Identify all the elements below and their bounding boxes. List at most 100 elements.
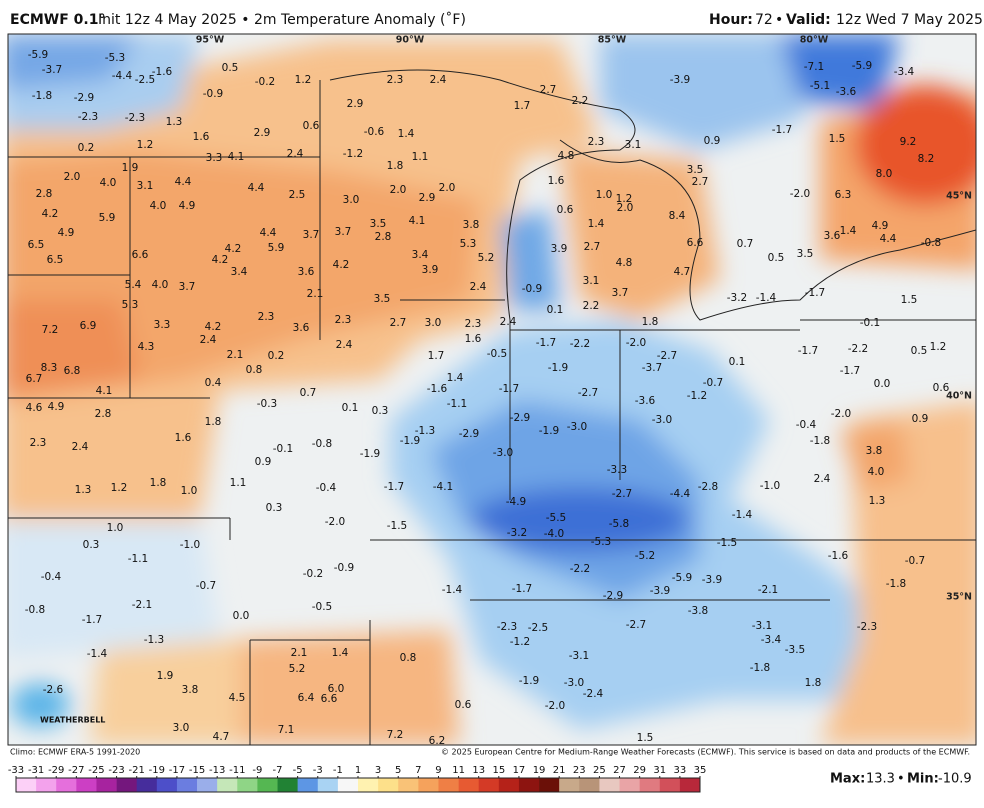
valid: 12z Wed 7 May 2025 [836,12,983,28]
max-value: 13.3 [866,772,895,787]
point-value: 1.4 [840,225,857,237]
latitude-label: 35°N [946,592,972,603]
point-value: 4.3 [138,341,155,353]
point-value: -1.7 [772,124,793,136]
point-value: -1.6 [152,66,173,78]
point-value: -0.8 [25,604,46,616]
point-value: 1.5 [901,294,918,306]
point-value: -5.9 [28,49,49,61]
point-value: 3.3 [154,319,171,331]
point-value: -1.8 [886,578,907,590]
point-value: -1.7 [536,337,557,349]
colorbar-tick-label: -31 [28,765,44,776]
point-value: 3.6 [298,266,315,278]
point-value: 2.3 [387,74,404,86]
point-value: 3.1 [625,139,642,151]
colorbar-tick-label: 11 [452,765,465,776]
point-value: 2.8 [375,231,392,243]
colorbar-swatch [317,778,339,792]
point-value: -2.0 [325,516,346,528]
point-value: -1.3 [144,634,165,646]
point-value: 4.9 [179,200,196,212]
point-value: -1.5 [387,520,408,532]
colorbar-tick-label: 17 [513,765,526,776]
point-value: -1.9 [400,435,421,447]
point-value: 3.7 [335,226,352,238]
point-value: -2.9 [459,428,480,440]
point-value: -0.7 [196,580,217,592]
colorbar-swatch [76,778,97,792]
point-value: 6.6 [321,693,338,705]
point-value: -2.3 [78,111,99,123]
point-value: -0.5 [487,348,508,360]
point-value: 4.9 [872,220,889,232]
point-value: -2.7 [657,350,678,362]
point-value: 0.9 [704,135,721,147]
colorbar-swatch [599,778,620,792]
point-value: -3.9 [670,74,691,86]
point-value: 4.0 [868,466,885,478]
colorbar-swatch [156,778,178,792]
point-value: -4.9 [506,496,527,508]
point-value: 1.4 [447,372,464,384]
point-value: -3.0 [493,447,514,459]
point-value: 1.0 [181,485,198,497]
point-value: 4.1 [409,215,426,227]
point-value: 3.5 [797,248,814,260]
copyright: © 2025 European Centre for Medium-Range … [441,748,970,757]
colorbar-swatch [659,778,681,792]
point-value: 2.0 [617,202,634,214]
point-value: 1.2 [111,482,128,494]
point-value: 6.6 [132,249,149,261]
colorbar-swatch [539,778,560,792]
point-value: -1.2 [510,636,531,648]
colorbar-tick-label: 13 [472,765,485,776]
colorbar-swatch [116,778,138,792]
point-value: -1.0 [180,539,201,551]
point-value: 1.9 [157,670,174,682]
point-value: -2.3 [857,621,878,633]
point-value: -1.9 [519,675,540,687]
point-value: 3.5 [374,293,391,305]
longitude-label: 90°W [396,35,425,46]
point-value: -5.3 [105,52,126,64]
point-value: 4.4 [260,227,277,239]
point-value: 4.2 [333,259,350,271]
colorbar-tick-label: -1 [333,765,343,776]
min-value: -10.9 [938,772,972,787]
point-value: 4.2 [42,208,59,220]
colorbar-tick-label: 33 [674,765,687,776]
point-value: -2.1 [758,584,779,596]
point-value: 1.6 [465,333,482,345]
colorbar-tick-label: -5 [293,765,303,776]
point-value: 2.2 [572,95,589,107]
latitude-label: 40°N [946,391,972,402]
point-value: 5.4 [125,279,142,291]
point-value: 7.1 [278,724,295,736]
point-value: 0.6 [557,204,574,216]
point-value: -0.4 [796,419,817,431]
point-value: 0.4 [205,377,222,389]
point-value: -3.6 [836,86,857,98]
point-value: 0.3 [372,405,389,417]
point-value: -7.1 [804,61,825,73]
point-value: -3.7 [42,64,63,76]
point-value: -3.5 [785,644,806,656]
point-value: -3.0 [564,677,585,689]
point-value: 1.2 [137,139,154,151]
colorbar-swatch [176,778,198,792]
point-value: 2.7 [692,176,709,188]
point-value: -1.4 [756,292,777,304]
point-value: 3.6 [824,230,841,242]
point-value: 2.1 [291,647,308,659]
point-value: 1.0 [596,189,613,201]
point-value: -3.9 [650,585,671,597]
point-value: -1.2 [687,390,708,402]
point-value: 2.5 [289,189,306,201]
colorbar-swatch [257,778,278,792]
point-value: 3.5 [370,218,387,230]
point-value: 4.8 [616,257,633,269]
point-value: -2.2 [848,343,869,355]
point-value: -1.9 [360,448,381,460]
point-value: -1.7 [384,481,405,493]
